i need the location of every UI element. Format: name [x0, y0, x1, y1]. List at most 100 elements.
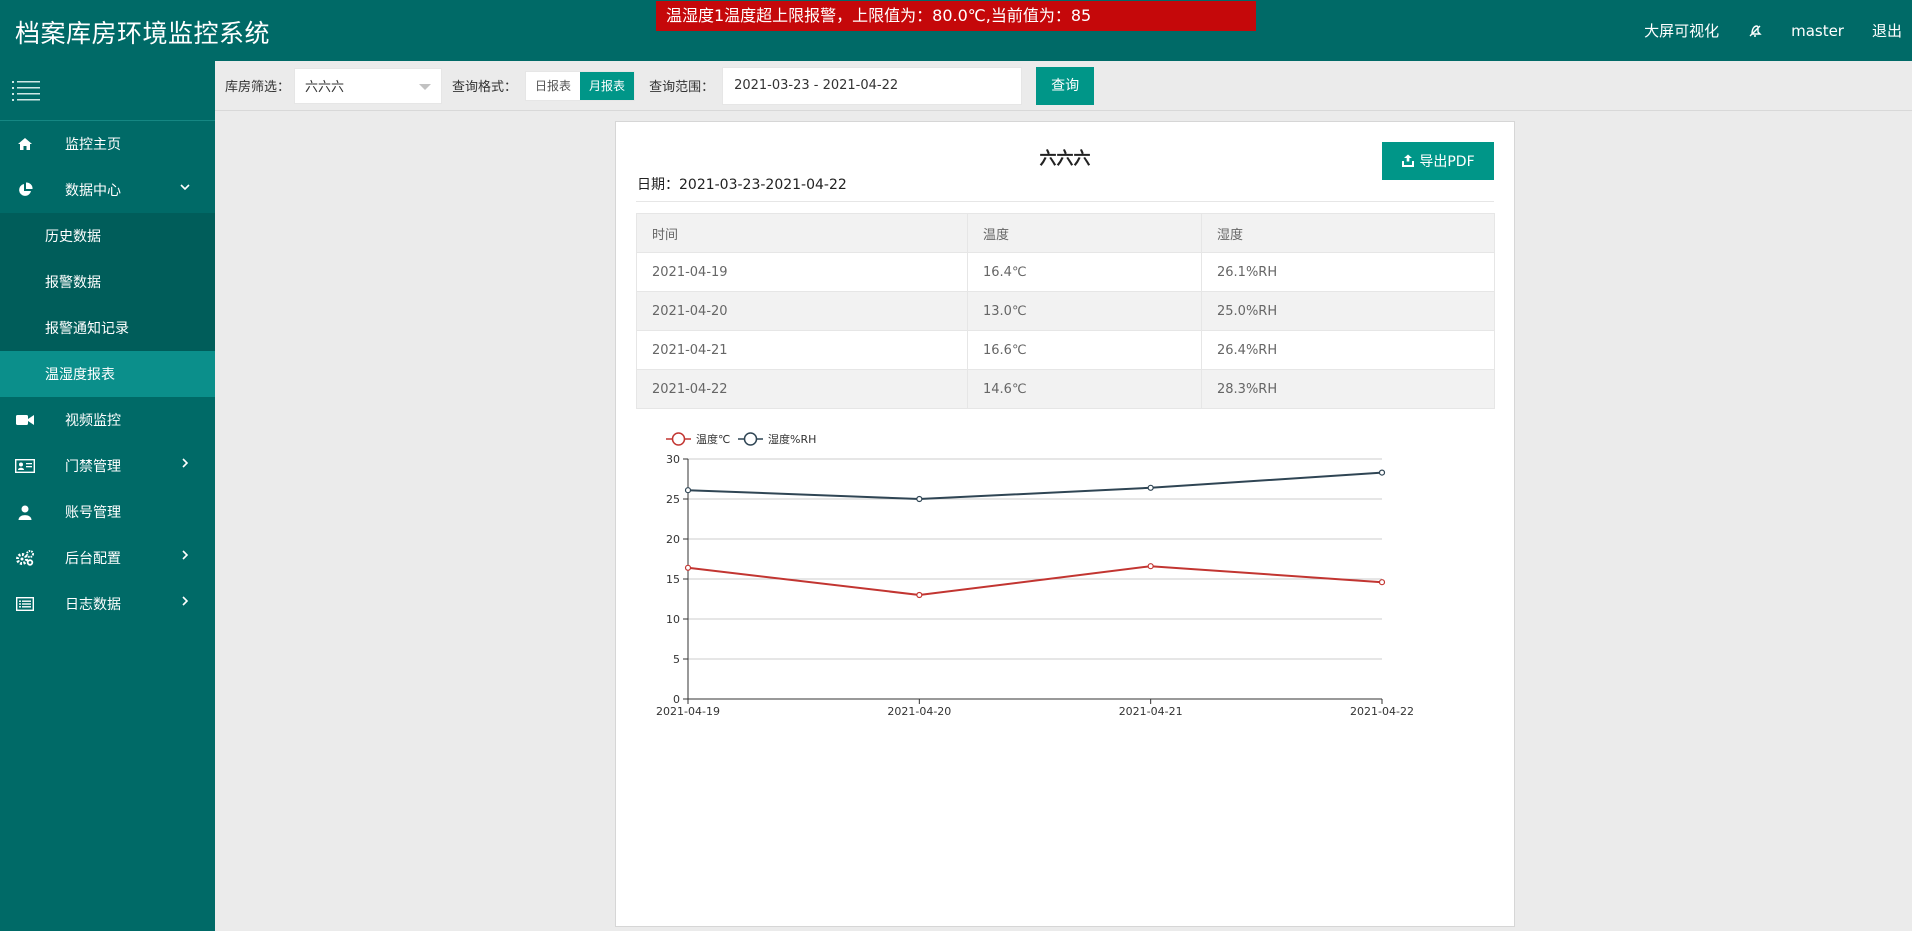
range-label: 查询范围：: [649, 80, 715, 95]
report-panel: 六六六 日期：2021-03-23-2021-04-22 导出PDF 时间 温度…: [615, 121, 1515, 927]
x-tick-label: 2021-04-22: [1350, 705, 1414, 718]
chevron-down-icon: [179, 181, 191, 197]
daily-report-button[interactable]: 日报表: [526, 71, 581, 100]
y-tick-label: 20: [666, 533, 680, 546]
top-header: 档案库房环境监控系统 温湿度1温度超上限报警，上限值为：80.0℃,当前值为：8…: [0, 0, 1912, 61]
filter-toolbar: 库房筛选： 六六六 查询格式： 日报表 月报表 查询范围： 2021-03-23…: [215, 61, 1912, 111]
cell-humidity: 26.1%RH: [1201, 252, 1495, 292]
menu-icon: [12, 80, 40, 101]
report-table: 时间 温度 湿度 2021-04-19 16.4℃ 26.1%RH 2021-0…: [636, 213, 1495, 409]
legend-label: 湿度%RH: [768, 432, 816, 446]
sidebar-item-label: 日志数据: [65, 597, 121, 613]
cell-temperature: 14.6℃: [967, 369, 1202, 409]
export-icon: [1402, 154, 1415, 167]
mute-icon[interactable]: [1747, 23, 1763, 39]
export-pdf-button[interactable]: 导出PDF: [1382, 142, 1494, 180]
sidebar-item-video[interactable]: 视频监控: [0, 397, 215, 443]
data-center-submenu: 历史数据 报警数据 报警通知记录 温湿度报表: [0, 213, 215, 397]
data-point: [916, 495, 923, 503]
cell-time: 2021-04-20: [636, 291, 968, 331]
y-tick-label: 5: [673, 653, 680, 666]
cell-humidity: 25.0%RH: [1201, 291, 1495, 331]
sidebar-item-label: 数据中心: [65, 183, 121, 199]
series-line: [687, 471, 1383, 501]
y-tick-label: 0: [673, 693, 680, 706]
cell-time: 2021-04-21: [636, 330, 968, 370]
cell-humidity: 26.4%RH: [1201, 330, 1495, 370]
data-point: [1378, 469, 1386, 476]
data-point: [1378, 579, 1386, 586]
sidebar-subitem-history[interactable]: 历史数据: [0, 213, 215, 259]
sidebar-item-label: 视频监控: [65, 413, 121, 429]
sidebar-item-label: 报警数据: [45, 275, 101, 291]
divider: [636, 201, 1494, 202]
sidebar-item-label: 报警通知记录: [45, 321, 129, 337]
warehouse-select[interactable]: 六六六: [294, 67, 443, 104]
chevron-right-icon: [179, 549, 191, 565]
sidebar: 监控主页 数据中心 历史数据 报警数据 报警通知记录 温湿度报表 视频监控 门禁…: [0, 61, 215, 931]
cell-time: 2021-04-22: [636, 369, 968, 409]
sidebar-item-label: 门禁管理: [65, 459, 121, 475]
sidebar-item-home[interactable]: 监控主页: [0, 121, 215, 167]
column-header-time: 时间: [636, 213, 968, 253]
data-point: [1147, 563, 1154, 570]
sidebar-item-label: 监控主页: [65, 137, 121, 153]
pie-chart-icon: [0, 182, 50, 198]
cell-temperature: 16.6℃: [967, 330, 1202, 370]
alarm-banner: 温湿度1温度超上限报警，上限值为：80.0℃,当前值为：85: [656, 1, 1256, 31]
date-range-input[interactable]: 2021-03-23 - 2021-04-22: [722, 66, 1023, 105]
cell-temperature: 13.0℃: [967, 291, 1202, 331]
cell-time: 2021-04-19: [636, 252, 968, 292]
x-tick-label: 2021-04-20: [887, 705, 951, 718]
column-header-temperature: 温度: [967, 213, 1202, 253]
y-tick-label: 15: [666, 573, 680, 586]
table-row: 2021-04-19 16.4℃ 26.1%RH: [636, 252, 1495, 292]
table-row: 2021-04-21 16.6℃ 26.4%RH: [636, 330, 1495, 370]
sidebar-item-label: 后台配置: [65, 551, 121, 567]
legend-marker: [671, 432, 686, 446]
chevron-right-icon: [179, 457, 191, 473]
data-point: [684, 564, 692, 571]
x-tick-label: 2021-04-19: [656, 705, 720, 718]
user-icon: [0, 505, 50, 520]
sidebar-item-logs[interactable]: 日志数据: [0, 581, 215, 627]
app-title: 档案库房环境监控系统: [15, 19, 271, 48]
warehouse-label: 库房筛选：: [225, 80, 291, 95]
sidebar-item-access-control[interactable]: 门禁管理: [0, 443, 215, 489]
monthly-report-button[interactable]: 月报表: [580, 71, 635, 100]
sidebar-toggle[interactable]: [0, 61, 215, 121]
cell-humidity: 28.3%RH: [1201, 369, 1495, 409]
table-row: 2021-04-20 13.0℃ 25.0%RH: [636, 291, 1495, 331]
sidebar-item-label: 历史数据: [45, 229, 101, 245]
format-label: 查询格式：: [452, 80, 518, 95]
gears-icon: [0, 550, 50, 566]
sidebar-item-settings[interactable]: 后台配置: [0, 535, 215, 581]
series-line: [687, 565, 1383, 597]
caret-down-icon: [419, 83, 432, 90]
table-header-row: 时间 温度 湿度: [636, 213, 1495, 253]
query-button[interactable]: 查询: [1036, 66, 1095, 105]
sidebar-subitem-alarm-data[interactable]: 报警数据: [0, 259, 215, 305]
video-camera-icon: [0, 414, 50, 426]
table-row: 2021-04-22 14.6℃ 28.3%RH: [636, 369, 1495, 409]
bigscreen-link[interactable]: 大屏可视化: [1644, 22, 1720, 40]
column-header-humidity: 湿度: [1201, 213, 1495, 253]
export-pdf-label: 导出PDF: [1419, 154, 1475, 170]
logout-link[interactable]: 退出: [1871, 22, 1902, 40]
y-tick-label: 25: [666, 493, 680, 506]
report-title: 六六六: [1039, 149, 1091, 169]
sidebar-item-data-center[interactable]: 数据中心: [0, 167, 215, 213]
sidebar-subitem-th-report[interactable]: 温湿度报表: [0, 351, 215, 397]
sidebar-item-label: 温湿度报表: [45, 367, 115, 383]
legend-label: 温度℃: [696, 432, 730, 446]
user-name[interactable]: master: [1791, 21, 1844, 40]
header-actions: 大屏可视化 master 退出: [1644, 0, 1912, 61]
home-icon: [0, 137, 50, 151]
warehouse-select-value: 六六六: [305, 80, 345, 95]
sidebar-subitem-alarm-notify[interactable]: 报警通知记录: [0, 305, 215, 351]
sidebar-item-accounts[interactable]: 账号管理: [0, 489, 215, 535]
list-icon: [0, 597, 50, 611]
data-point: [916, 591, 923, 599]
cell-temperature: 16.4℃: [967, 252, 1202, 292]
temperature-humidity-chart: 0 5 10 15 20 25 30 2021-04-19 2021-04-20 2021-04-…: [656, 432, 1414, 718]
